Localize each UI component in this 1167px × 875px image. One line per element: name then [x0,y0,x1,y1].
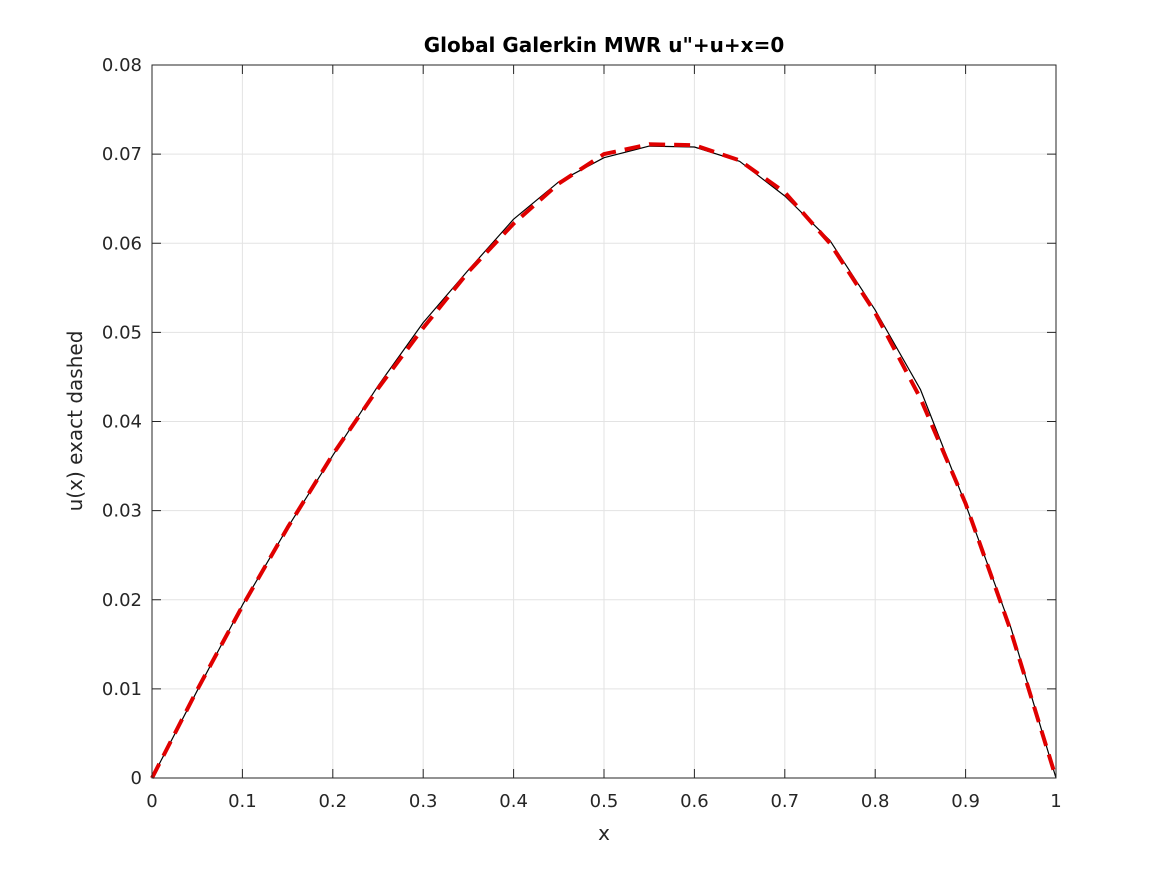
x-axis-label: x [598,821,610,845]
chart-title: Global Galerkin MWR u"+u+x=0 [424,33,785,57]
y-axis-label: u(x) exact dashed [63,331,87,512]
x-tick-label: 0.7 [770,791,799,812]
tick-labels: 0 0.1 0.2 0.3 0.4 0.5 0.6 0.7 0.8 0.9 1 0 0.01 0.02 0.… [102,55,1062,812]
y-tick-label: 0.03 [102,501,142,522]
x-tick-label: 0.3 [409,791,438,812]
y-tick-label: 0.04 [102,412,142,433]
y-tick-label: 0.01 [102,679,142,700]
x-tick-label: 0.4 [499,791,528,812]
x-tick-label: 0.9 [951,791,980,812]
y-tick-label: 0.02 [102,590,142,611]
x-tick-label: 0.6 [680,791,709,812]
y-tick-label: 0 [131,768,142,789]
y-tick-label: 0.05 [102,322,142,343]
x-tick-label: 0.1 [228,791,257,812]
y-tick-label: 0.08 [102,55,142,76]
y-tick-label: 0.07 [102,144,142,165]
x-tick-label: 1 [1050,791,1061,812]
x-tick-label: 0.5 [590,791,619,812]
x-tick-label: 0.2 [318,791,347,812]
x-tick-label: 0.8 [861,791,890,812]
exact-solution-dashed-line [150,142,1058,779]
y-tick-label: 0.06 [102,233,142,254]
x-tick-label: 0 [146,791,157,812]
series-group [150,142,1058,779]
tick-marks [151,64,1057,779]
